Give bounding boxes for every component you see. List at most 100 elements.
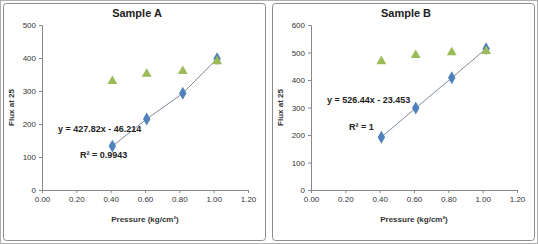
x-tick-mark (248, 190, 249, 193)
y-tick: 500 (23, 21, 42, 30)
series-marker (481, 45, 491, 54)
x-axis-line (43, 191, 249, 194)
y-tick-mark (39, 58, 42, 59)
plot-area (376, 42, 491, 143)
x-tick-mark (483, 190, 484, 193)
chart-panel: Sample A 0.00 0.20 0.40 0.60 0.80 1.00 1.20 0 100… (4, 4, 266, 241)
y-tick-mark (39, 190, 42, 191)
y-axis-title: Flux at 25 (276, 89, 285, 126)
y-tick: 600 (292, 21, 311, 30)
x-tick: 0.40 (103, 190, 119, 204)
y-tick: 100 (23, 153, 42, 162)
x-tick: 1.00 (475, 190, 491, 204)
y-tick-mark (308, 163, 311, 164)
x-tick: 0.40 (372, 190, 388, 204)
x-tick: 0.60 (138, 190, 154, 204)
x-tick-mark (214, 190, 215, 193)
x-tick: 0.60 (407, 190, 423, 204)
x-axis-title: Pressure (kg/cm²) (111, 215, 179, 224)
x-tick-mark (414, 190, 415, 193)
x-tick-mark (111, 190, 112, 193)
series-marker (142, 68, 152, 77)
x-tick-mark (448, 190, 449, 193)
y-tick-mark (39, 157, 42, 158)
y-tick-label: 500 (23, 21, 37, 30)
annotation: y = 427.82x - 46.214 (58, 124, 141, 134)
y-tick-mark (39, 91, 42, 92)
y-tick: 100 (292, 159, 311, 168)
y-tick-label: 400 (23, 54, 37, 63)
series-marker (179, 87, 186, 100)
y-tick-mark (308, 135, 311, 136)
x-tick-mark (76, 190, 77, 193)
x-tick-label: 0.40 (103, 195, 119, 204)
plot-area (107, 52, 222, 152)
x-tick-label: 0.80 (441, 195, 457, 204)
x-tick-mark (517, 190, 518, 193)
y-tick: 200 (23, 120, 42, 129)
x-tick: 1.00 (206, 190, 222, 204)
y-tick: 300 (292, 104, 311, 113)
x-tick-mark (380, 190, 381, 193)
x-tick: 0.00 (35, 190, 51, 204)
y-tick-label: 100 (292, 159, 306, 168)
x-tick: 1.20 (510, 190, 526, 204)
x-axis-title: Pressure (kg/cm²) (380, 215, 448, 224)
y-axis-line (39, 26, 43, 191)
x-tick-label: 1.00 (475, 195, 491, 204)
x-tick-mark (345, 190, 346, 193)
x-tick: 0.80 (172, 190, 188, 204)
x-tick-mark (179, 190, 180, 193)
series-marker (448, 71, 455, 84)
annotation: R² = 1 (349, 122, 374, 132)
y-tick-label: 400 (292, 76, 306, 85)
x-tick-label: 0.20 (338, 195, 354, 204)
y-tick: 400 (292, 76, 311, 85)
y-axis: 0 100 200 300 400 500 600 (292, 21, 312, 195)
y-tick-label: 500 (292, 49, 306, 58)
series-marker (143, 113, 150, 126)
y-tick: 500 (292, 49, 311, 58)
x-tick: 0.00 (304, 190, 320, 204)
series-marker (447, 47, 457, 56)
y-tick: 0 (301, 186, 311, 195)
y-axis-title: Flux at 25 (7, 89, 16, 126)
y-axis: 0 100 200 300 400 500 (23, 21, 43, 195)
x-tick: 1.20 (241, 190, 257, 204)
series-line (381, 49, 486, 138)
figure: Sample A 0.00 0.20 0.40 0.60 0.80 1.00 1.20 0 100… (0, 0, 538, 244)
series-marker (411, 50, 421, 59)
series-marker (376, 56, 386, 65)
x-axis: 0.00 0.20 0.40 0.60 0.80 1.00 1.20 (304, 190, 526, 204)
series-marker (412, 102, 419, 115)
panel-border (273, 4, 535, 241)
series-marker (107, 75, 117, 84)
annotation: R² = 0.9943 (80, 150, 127, 160)
y-axis-line (308, 26, 312, 191)
panel-border (4, 4, 266, 241)
x-tick-label: 1.20 (510, 195, 526, 204)
x-tick-label: 1.00 (206, 195, 222, 204)
y-tick-mark (39, 124, 42, 125)
y-tick: 400 (23, 54, 42, 63)
y-tick: 0 (32, 186, 42, 195)
x-tick-label: 0.60 (407, 195, 423, 204)
x-tick: 0.20 (69, 190, 85, 204)
x-tick-label: 1.20 (241, 195, 257, 204)
y-tick-label: 300 (292, 104, 306, 113)
chart-title: Sample A (112, 7, 162, 19)
x-tick-label: 0.00 (304, 195, 320, 204)
x-tick-label: 0.60 (138, 195, 154, 204)
y-tick-mark (39, 25, 42, 26)
x-axis-line (312, 191, 518, 194)
y-tick: 300 (23, 87, 42, 96)
x-tick-mark (145, 190, 146, 193)
y-tick-mark (308, 80, 311, 81)
y-tick-label: 0 (32, 186, 37, 195)
x-tick-label: 0.20 (69, 195, 85, 204)
x-tick-label: 0.40 (372, 195, 388, 204)
x-tick-label: 0.80 (172, 195, 188, 204)
x-tick-label: 0.00 (35, 195, 51, 204)
y-tick: 200 (292, 131, 311, 140)
y-tick-label: 200 (23, 120, 37, 129)
